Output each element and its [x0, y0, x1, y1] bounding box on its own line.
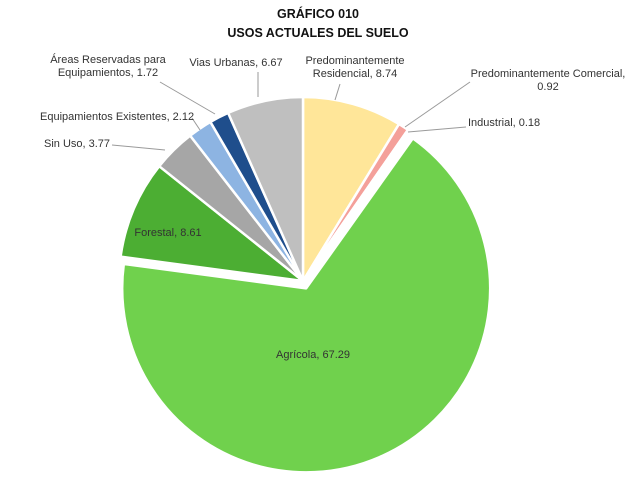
slice-label-line: Predominantemente Comercial, — [471, 68, 626, 80]
slice-label-line: Residencial, 8.74 — [313, 68, 397, 80]
slice-label-line: Vias Urbanas, 6.67 — [189, 57, 282, 69]
slice-label: Predominantemente Residencial, 8.74 — [305, 55, 404, 80]
pie-slice-vias-urbanas — [226, 95, 305, 283]
slice-label: Áreas Reservadas para Equipamientos, 1.72 — [50, 53, 166, 79]
slice-label-line: Sin Uso, 3.77 — [44, 138, 110, 150]
slice-label-line: Predominantemente — [305, 55, 404, 67]
chart-title: GRÁFICO 010 — [277, 6, 359, 21]
slice-label-line: Equipamientos, 1.72 — [58, 67, 158, 79]
slice-label-line: Equipamientos Existentes, 2.12 — [40, 111, 194, 123]
leader-line — [404, 81, 471, 128]
slice-label: Vias Urbanas, 6.67 — [189, 57, 282, 69]
leader-line — [111, 144, 166, 151]
pie-slice-predominantemente-residencial — [301, 95, 401, 283]
chart-subtitle: USOS ACTUALES DEL SUELO — [227, 26, 409, 40]
leader-line — [159, 81, 216, 115]
leader-lines — [111, 72, 471, 151]
slice-label: Predominantemente Comercial, 0.92 — [471, 68, 626, 93]
slice-label: Industrial, 0.18 — [468, 117, 540, 129]
slice-label-line: Industrial, 0.18 — [468, 117, 540, 129]
leader-line — [334, 83, 341, 101]
pie-slice-agricola — [120, 137, 492, 474]
slice-label: Forestal, 8.61 — [134, 227, 201, 239]
slice-label-line: Agrícola, 67.29 — [276, 349, 350, 361]
pie-slices — [119, 95, 492, 474]
leader-line — [407, 126, 467, 133]
slice-label-line: 0.92 — [537, 81, 558, 93]
slice-label: Sin Uso, 3.77 — [44, 138, 110, 150]
slice-label-line: Áreas Reservadas para — [50, 53, 166, 66]
leader-line — [191, 117, 201, 131]
pie-slice-forestal — [119, 164, 305, 283]
slice-label: Agrícola, 67.29 — [276, 349, 350, 361]
slice-label-line: Forestal, 8.61 — [134, 227, 201, 239]
slice-labels: Predominantemente Residencial, 8.74 Predom… — [40, 53, 625, 361]
slice-label: Equipamientos Existentes, 2.12 — [40, 111, 194, 123]
pie-slice-industrial — [301, 128, 411, 283]
